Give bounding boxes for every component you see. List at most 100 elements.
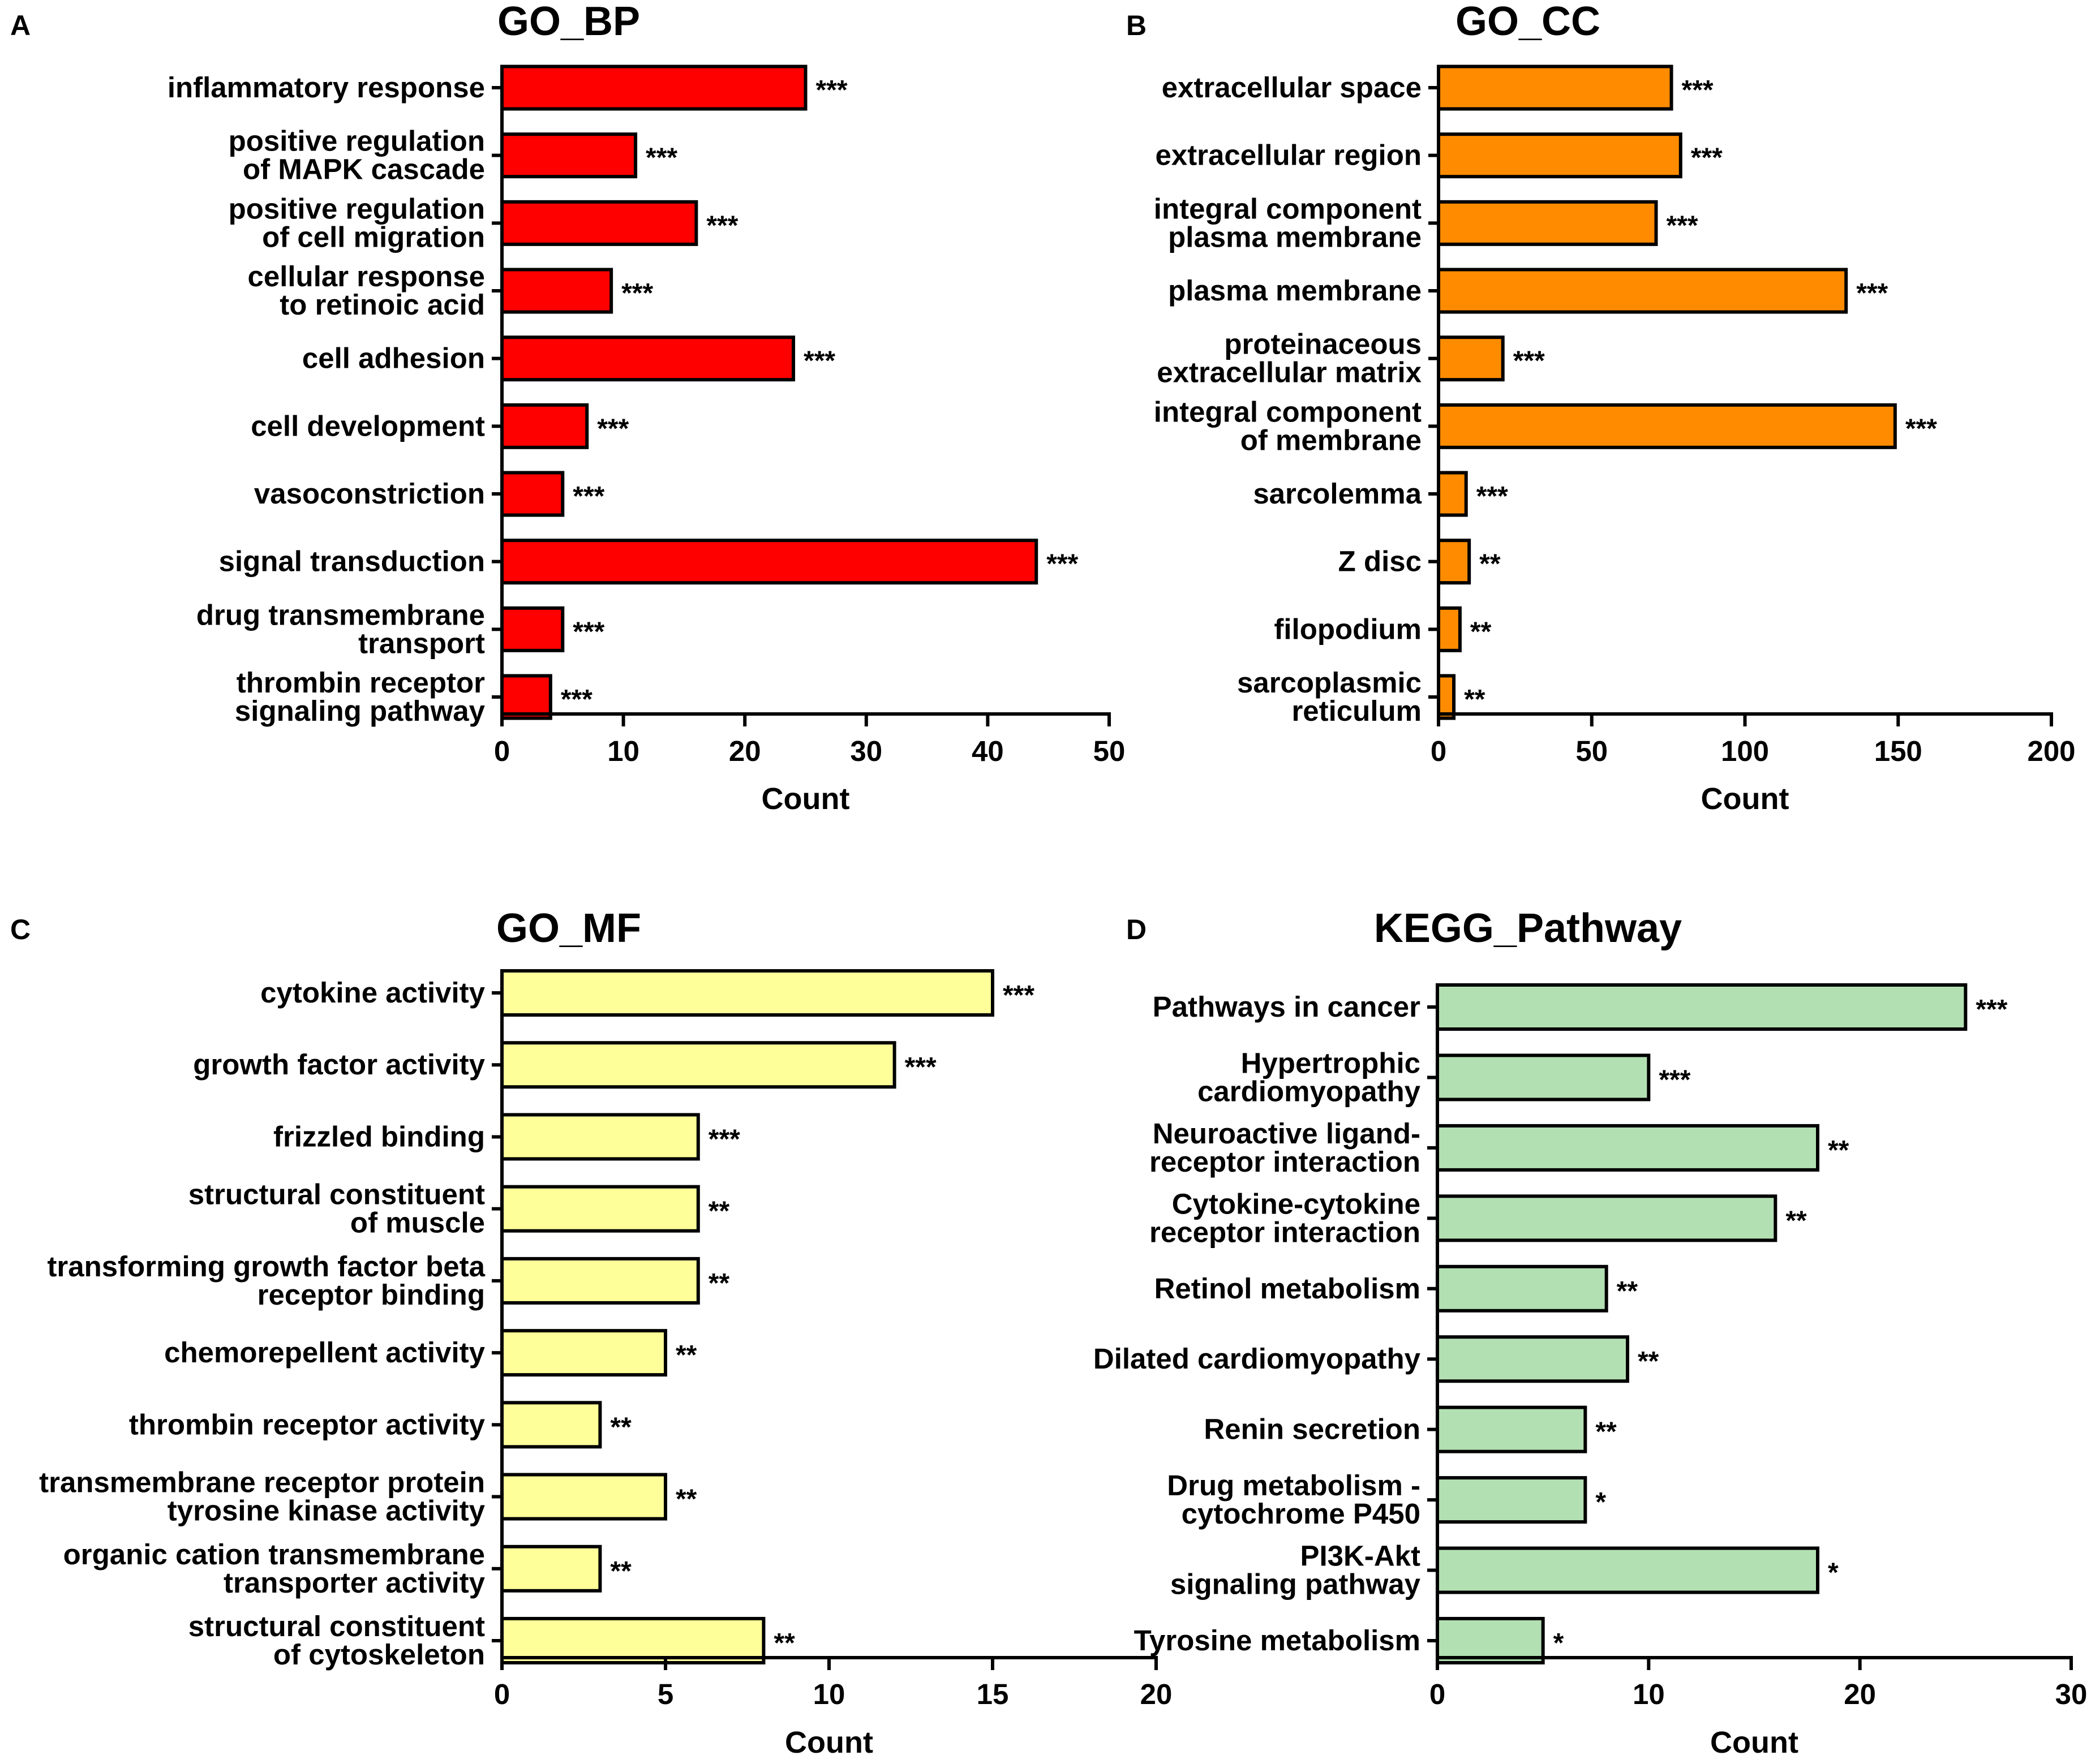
significance-label: ***: [1513, 346, 1545, 376]
category-label: Renin secretion: [1204, 1413, 1420, 1445]
significance-label: ***: [1046, 549, 1078, 579]
significance-label: **: [1617, 1276, 1638, 1306]
category-label: cellular response to retinoic acid: [247, 260, 485, 321]
category-label-line: filopodium: [1274, 613, 1422, 645]
category-label: extracellular region: [1155, 139, 1422, 171]
chart-title: GO_CC: [1455, 0, 1600, 44]
category-label: vasoconstriction: [254, 477, 485, 510]
bar: [500, 200, 698, 246]
category-label-line: cardiomyopathy: [1197, 1075, 1421, 1107]
category-label-line: vasoconstriction: [254, 477, 485, 510]
x-tick-label: 100: [1721, 735, 1769, 767]
category-label-line: plasma membrane: [1168, 274, 1422, 307]
x-tick-label: 15: [977, 1678, 1009, 1710]
significance-label: ***: [597, 414, 629, 444]
significance-label: ***: [706, 210, 738, 240]
category-label-line: Dilated cardiomyopathy: [1093, 1343, 1421, 1375]
x-tick-label: 10: [607, 735, 639, 767]
panel-label: C: [10, 914, 31, 945]
bar: [500, 1329, 667, 1377]
category-label: integral component plasma membrane: [1154, 192, 1422, 253]
significance-label: ***: [804, 346, 835, 376]
x-tick-label: 0: [494, 735, 510, 767]
category-label: frizzled binding: [273, 1120, 485, 1152]
significance-label: *: [1828, 1558, 1839, 1588]
bar: [1436, 1546, 1819, 1594]
category-label-line: positive regulation: [229, 125, 485, 157]
category-label-line: signaling pathway: [1170, 1568, 1421, 1600]
bar: [500, 403, 589, 449]
category-label-line: receptor binding: [257, 1279, 485, 1311]
category-label: drug transmembrane transport: [196, 599, 485, 659]
panel-label: B: [1126, 10, 1147, 41]
significance-label: ***: [646, 143, 677, 173]
category-label-line: extracellular region: [1155, 139, 1422, 171]
significance-label: ***: [1976, 995, 2007, 1025]
category-label: sarcoplasmic reticulum: [1237, 666, 1422, 727]
category-label: filopodium: [1274, 613, 1422, 645]
category-label-line: receptor interaction: [1149, 1216, 1420, 1248]
significance-label: **: [1464, 685, 1485, 715]
bar: [1437, 606, 1462, 652]
category-label-line: Cytokine-cytokine: [1172, 1188, 1420, 1220]
chart-title: GO_BP: [497, 0, 640, 44]
significance-label: **: [610, 1412, 632, 1442]
category-label: thrombin receptor activity: [129, 1408, 486, 1440]
bar: [1436, 1264, 1608, 1313]
significance-label: **: [676, 1340, 697, 1370]
bar: [500, 606, 565, 652]
x-axis-label: Count: [1710, 1726, 1798, 1759]
category-label-line: positive regulation: [229, 192, 485, 225]
bar: [1436, 1194, 1777, 1242]
category-label-line: cellular response: [247, 260, 485, 292]
category-label: Hypertrophic cardiomyopathy: [1197, 1047, 1421, 1107]
category-label: signal transduction: [219, 545, 485, 578]
significance-label: ***: [561, 685, 592, 715]
category-label-line: proteinaceous: [1224, 328, 1422, 360]
category-label-line: cell adhesion: [302, 342, 485, 375]
significance-label: **: [1595, 1417, 1617, 1447]
significance-label: ***: [573, 481, 604, 511]
significance-label: **: [1470, 617, 1492, 647]
x-tick-label: 30: [850, 735, 882, 767]
bar: [500, 471, 565, 517]
category-label-line: drug transmembrane: [196, 599, 485, 631]
category-label-line: sarcoplasmic: [1237, 666, 1422, 699]
category-label-line: integral component: [1154, 395, 1422, 428]
category-label-line: reticulum: [1291, 695, 1422, 727]
significance-label: ***: [1682, 75, 1714, 105]
category-label-line: extracellular matrix: [1157, 356, 1422, 389]
category-label: Cytokine-cytokine receptor interaction: [1149, 1188, 1420, 1248]
category-label: Drug metabolism -cytochrome P450: [1167, 1469, 1420, 1530]
x-axis-label: Count: [1701, 782, 1789, 816]
category-label-line: plasma membrane: [1168, 221, 1422, 253]
category-label-line: Pathways in cancer: [1153, 991, 1421, 1023]
category-label-line: signaling pathway: [235, 695, 486, 727]
category-label: positive regulation of cell migration: [229, 192, 485, 253]
category-label-line: structural constituent: [188, 1178, 485, 1211]
significance-label: ***: [621, 278, 653, 308]
x-tick-label: 30: [2055, 1678, 2088, 1710]
x-tick-label: 0: [1429, 1678, 1445, 1710]
significance-label: ***: [1691, 143, 1723, 173]
bar: [500, 1401, 602, 1449]
category-label-line: cytochrome P450: [1182, 1498, 1420, 1530]
category-label-line: of MAPK cascade: [243, 153, 485, 186]
x-tick-label: 50: [1575, 735, 1608, 767]
category-label-line: chemorepellent activity: [164, 1336, 486, 1369]
significance-label: ***: [1905, 414, 1937, 444]
category-label-line: of cytoskeleton: [273, 1638, 485, 1671]
category-label: cytokine activity: [260, 976, 485, 1009]
bar: [1436, 1053, 1651, 1102]
bar: [1437, 335, 1505, 382]
category-label-line: sarcolemma: [1253, 477, 1422, 510]
category-label: Pathways in cancer: [1153, 991, 1421, 1023]
significance-label: **: [1479, 549, 1501, 579]
significance-label: ***: [1003, 980, 1034, 1010]
category-label: Tyrosine metabolism: [1134, 1624, 1420, 1657]
category-label: growth factor activity: [193, 1048, 485, 1081]
category-label: Z disc: [1338, 545, 1422, 578]
bar: [500, 1473, 667, 1521]
